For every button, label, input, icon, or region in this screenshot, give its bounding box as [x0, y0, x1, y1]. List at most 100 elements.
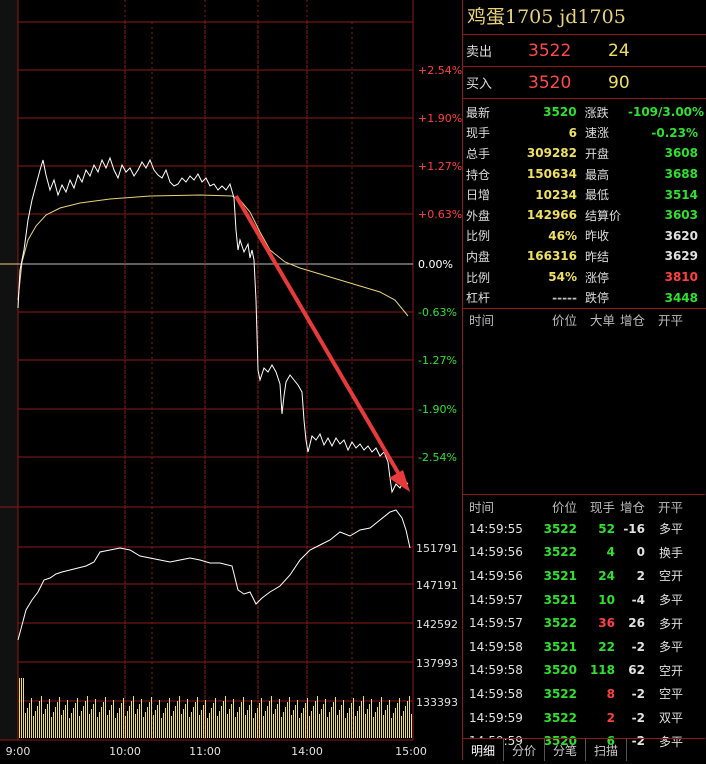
volume-bar [61, 715, 62, 738]
volume-bar [297, 700, 298, 738]
volume-bar [235, 717, 236, 738]
volume-bar [117, 713, 118, 738]
volume-bar [369, 704, 370, 738]
volume-label: 151791 [416, 542, 458, 555]
tick-price: 3521 [543, 592, 577, 607]
volume-bar [263, 716, 264, 738]
quote-key: 日增 [466, 188, 491, 203]
time-label: 10:00 [109, 745, 141, 758]
tick-time: 14:59:55 [469, 521, 523, 536]
volume-bar [317, 696, 318, 738]
volume-bar [39, 701, 40, 738]
quote-value: 150634 [526, 167, 578, 182]
volume-bar [169, 698, 170, 738]
volume-bar [151, 697, 152, 738]
volume-bar [293, 710, 294, 738]
volume-bar [119, 708, 120, 738]
tick-open-close: 空平 [658, 687, 683, 702]
tick-list[interactable]: 时间 价位 现手 增仓 开平 14:59:55 3522 52 -16 多平 14:59:… [463, 494, 705, 753]
volume-bar [51, 717, 52, 738]
volume-bar [91, 709, 92, 738]
intraday-chart[interactable]: +2.54% +1.90% +1.27% +0.63% 0.00% -0.63% -1.27… [0, 0, 462, 760]
volume-bar [185, 704, 186, 738]
quote-key: 杠杆 [466, 291, 491, 306]
tick-row[interactable]: 14:59:56 3522 4 0 换手 [463, 541, 705, 565]
quote-row: 持仓 150634 最高 3688 [463, 164, 706, 185]
quote-panel: 鸡蛋1705 jd1705 卖出 3522 24 买入 3520 90 最新 35… [462, 0, 706, 761]
volume-bar [305, 703, 306, 738]
volume-bar [219, 711, 220, 738]
tick-row[interactable]: 14:59:55 3522 52 -16 多平 [463, 517, 705, 541]
volume-bar [341, 705, 342, 738]
volume-bar [371, 699, 372, 738]
tick-row[interactable]: 14:59:56 3521 24 2 空开 [463, 564, 705, 588]
volume-bar [73, 708, 74, 738]
tick-price: 3522 [543, 545, 577, 560]
volume-bar [167, 703, 168, 738]
volume-bar [103, 702, 104, 738]
volume-bar [135, 714, 136, 738]
volume-bar [155, 710, 156, 738]
volume-bar [295, 705, 296, 738]
volume-bar [277, 704, 278, 738]
quote-value: ----- [552, 290, 578, 305]
volume-bar [243, 697, 244, 738]
bottom-tabs: 明细 分价 分笔 扫描 [463, 738, 705, 761]
pct-label: -1.90% [418, 403, 457, 416]
quote-value: 3520 [543, 105, 577, 120]
header-time: 时间 [469, 313, 495, 329]
tick-price: 3522 [543, 521, 577, 536]
tick-row[interactable]: 14:59:59 3522 2 -2 双平 [463, 706, 705, 730]
quote-key: 外盘 [466, 208, 491, 223]
volume-bar [139, 704, 140, 738]
sell-row[interactable]: 卖出 3522 24 [463, 34, 706, 66]
volume-bar [223, 701, 224, 738]
tick-time: 14:59:58 [469, 663, 523, 678]
volume-bar [343, 700, 344, 738]
tick-row[interactable]: 14:59:58 3522 8 -2 空平 [463, 682, 705, 706]
pct-label: -1.27% [418, 354, 457, 367]
quote-value: 46% [548, 228, 578, 243]
tab-1[interactable]: 分价 [504, 739, 546, 761]
volume-bar [149, 702, 150, 738]
tick-increase: -2 [631, 734, 645, 749]
trend-arrow [234, 194, 410, 492]
volume-bar [65, 705, 66, 738]
volume-bar [63, 710, 64, 738]
tick-open-close: 多平 [658, 522, 683, 537]
volume-bar [41, 696, 42, 738]
volume-bar [373, 717, 374, 738]
quote-row: 比例 54% 涨停 3810 [463, 267, 706, 288]
tick-time: 14:59:58 [469, 639, 523, 654]
volume-bar [31, 698, 32, 738]
tab-0[interactable]: 明细 [463, 739, 505, 761]
tick-row[interactable]: 14:59:58 3521 22 -2 多平 [463, 635, 705, 659]
tick-time: 14:59:56 [469, 568, 523, 583]
tick-row[interactable]: 14:59:58 3520 118 62 空开 [463, 659, 705, 683]
volume-bar [403, 711, 404, 738]
tick-increase: -2 [631, 686, 645, 701]
trade-header: 时间 价位 大单 增仓 开平 [463, 307, 706, 331]
tick-hand: 8 [606, 686, 615, 701]
quote-value-2: 3448 [664, 290, 698, 305]
tick-hand: 36 [598, 616, 615, 631]
quote-value-2: 3514 [664, 187, 698, 202]
volume-bar [105, 697, 106, 738]
buy-row[interactable]: 买入 3520 90 [463, 66, 706, 98]
volume-bar [175, 706, 176, 738]
volume-bar [397, 703, 398, 738]
volume-bar [75, 703, 76, 738]
volume-bar [123, 698, 124, 738]
tab-3[interactable]: 扫描 [586, 739, 628, 761]
header-open-close: 开平 [657, 313, 683, 329]
volume-bar [385, 710, 386, 738]
volume-bar [393, 713, 394, 738]
tick-row[interactable]: 14:59:57 3521 10 -4 多平 [463, 588, 705, 612]
volume-bar [329, 712, 330, 738]
volume-bar [125, 716, 126, 738]
volume-bar [83, 706, 84, 738]
tick-increase: -2 [631, 639, 645, 654]
tick-row[interactable]: 14:59:57 3522 36 26 多开 [463, 611, 705, 635]
tab-2[interactable]: 分笔 [545, 739, 587, 761]
quote-value: 54% [548, 270, 578, 285]
